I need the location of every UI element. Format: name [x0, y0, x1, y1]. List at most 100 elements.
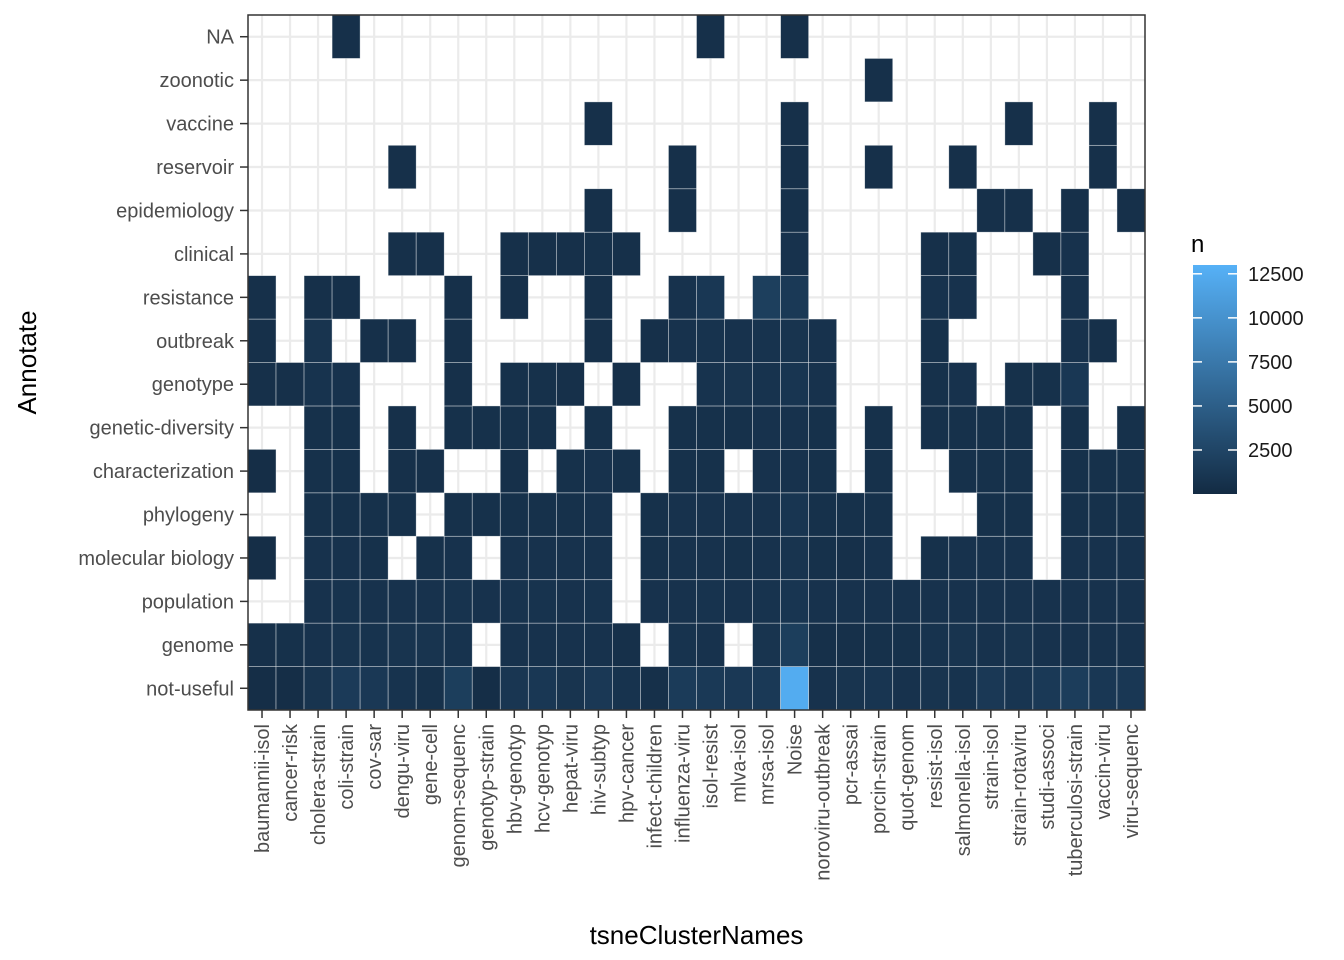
- heatmap-cell: [836, 666, 866, 711]
- heatmap-cell: [1060, 492, 1090, 537]
- heatmap-cell: [303, 449, 333, 494]
- heatmap-cell: [696, 14, 725, 59]
- heatmap-cell: [752, 362, 781, 407]
- heatmap-cell: [948, 666, 978, 711]
- heatmap-cell: [836, 492, 866, 537]
- heatmap-cell: [808, 535, 838, 581]
- heatmap-cell: [780, 144, 809, 190]
- heatmap-cell: [1116, 535, 1146, 581]
- heatmap-cell: [499, 579, 529, 624]
- legend-tick-label: 10000: [1248, 308, 1304, 330]
- heatmap-cell: [1032, 579, 1062, 624]
- x-tick-label: mrsa-isol: [757, 724, 779, 805]
- heatmap-cell: [499, 449, 529, 494]
- heatmap-cell: [752, 622, 781, 667]
- heatmap-cell: [331, 535, 361, 581]
- heatmap-cell: [780, 492, 809, 537]
- heatmap-cell: [1088, 535, 1118, 581]
- heatmap-cell: [527, 622, 557, 667]
- heatmap-cell: [331, 275, 361, 320]
- heatmap-cell: [1004, 449, 1034, 494]
- heatmap-cell: [640, 666, 669, 711]
- x-axis-title: tsneClusterNames: [590, 920, 804, 950]
- heatmap-cell: [387, 579, 417, 624]
- heatmap-cell: [303, 535, 333, 581]
- heatmap-cell: [920, 622, 950, 667]
- heatmap-cell: [836, 535, 866, 581]
- heatmap-cell: [1060, 188, 1090, 233]
- heatmap-cell: [920, 666, 950, 711]
- y-tick-label: molecular biology: [78, 548, 234, 570]
- heatmap-cell: [247, 318, 277, 363]
- heatmap-cell: [948, 535, 978, 581]
- heatmap-cell: [1004, 101, 1034, 146]
- heatmap-cell: [752, 579, 781, 624]
- heatmap-cell: [752, 449, 781, 494]
- color-legend: n 12500 10000 7500 5000 2500: [1191, 231, 1304, 494]
- x-tick-label: pcr-assai: [841, 724, 863, 805]
- heatmap-cell: [1088, 666, 1118, 711]
- heatmap-cell: [1088, 144, 1118, 190]
- heatmap-cell: [780, 14, 809, 59]
- heatmap-cell: [584, 492, 613, 537]
- heatmap-cell: [303, 492, 333, 537]
- heatmap-cell: [247, 362, 277, 407]
- y-tick-label: reservoir: [156, 157, 234, 179]
- heatmap-cell: [696, 535, 725, 581]
- x-tick-label: noroviru-outbreak: [813, 723, 835, 881]
- plot-border: [247, 14, 1146, 711]
- heatmap-cell: [1060, 231, 1090, 276]
- legend-colorbar: [1193, 265, 1237, 494]
- heatmap-cell: [724, 579, 753, 624]
- heatmap-cell: [948, 275, 978, 320]
- x-tick-label: hbv-genotyp: [504, 724, 526, 834]
- heatmap-cell: [555, 362, 585, 407]
- y-tick-label: zoonotic: [160, 70, 235, 92]
- heatmap-cell: [415, 231, 445, 276]
- heatmap-cell: [527, 579, 557, 624]
- heatmap-cell: [499, 275, 529, 320]
- y-tick-label: vaccine: [166, 114, 234, 136]
- heatmap-cell: [303, 318, 333, 363]
- heatmap-cell: [780, 275, 809, 320]
- heatmap-cell: [752, 405, 781, 450]
- heatmap-cell: [668, 188, 697, 233]
- x-tick-label: cov-sar: [364, 724, 386, 790]
- heatmap-cell: [584, 318, 613, 363]
- heatmap-cell: [415, 622, 445, 667]
- y-tick-label: outbreak: [156, 331, 235, 353]
- heatmap-cell: [443, 492, 473, 537]
- heatmap-cell: [443, 318, 473, 363]
- heatmap-cell: [920, 579, 950, 624]
- heatmap-cell: [976, 579, 1006, 624]
- heatmap-cell: [1088, 101, 1118, 146]
- x-tick-label: studi-associ: [1037, 724, 1059, 830]
- x-tick-label: resist-isol: [925, 724, 947, 808]
- heatmap-cell: [780, 622, 809, 667]
- heatmap-cell: [892, 666, 922, 711]
- legend-tick-label: 7500: [1248, 352, 1293, 374]
- x-axis: baumannii-isol cancer-risk cholera-strain c…: [252, 710, 1143, 881]
- heatmap-cell: [696, 492, 725, 537]
- heatmap-cell: [696, 318, 725, 363]
- heatmap-cell: [443, 622, 473, 667]
- heatmap-cell: [668, 535, 697, 581]
- heatmap-cell: [668, 622, 697, 667]
- heatmap-cell: [387, 666, 417, 711]
- heatmap-cell: [808, 449, 838, 494]
- heatmap-cell: [808, 405, 838, 450]
- heatmap-cell: [780, 579, 809, 624]
- x-tick-label: salmonella-isol: [953, 724, 975, 856]
- heatmap-cell: [780, 666, 809, 711]
- heatmap-cell: [499, 622, 529, 667]
- heatmap-cell: [696, 579, 725, 624]
- heatmap-cell: [527, 362, 557, 407]
- heatmap-cell: [1088, 622, 1118, 667]
- heatmap-cell: [948, 579, 978, 624]
- x-tick-label: tuberculosi-strain: [1065, 724, 1087, 876]
- heatmap-cell: [471, 666, 501, 711]
- heatmap-cell: [612, 666, 641, 711]
- heatmap-cell: [976, 405, 1006, 450]
- heatmap-cell: [527, 492, 557, 537]
- y-tick-label: population: [142, 591, 234, 613]
